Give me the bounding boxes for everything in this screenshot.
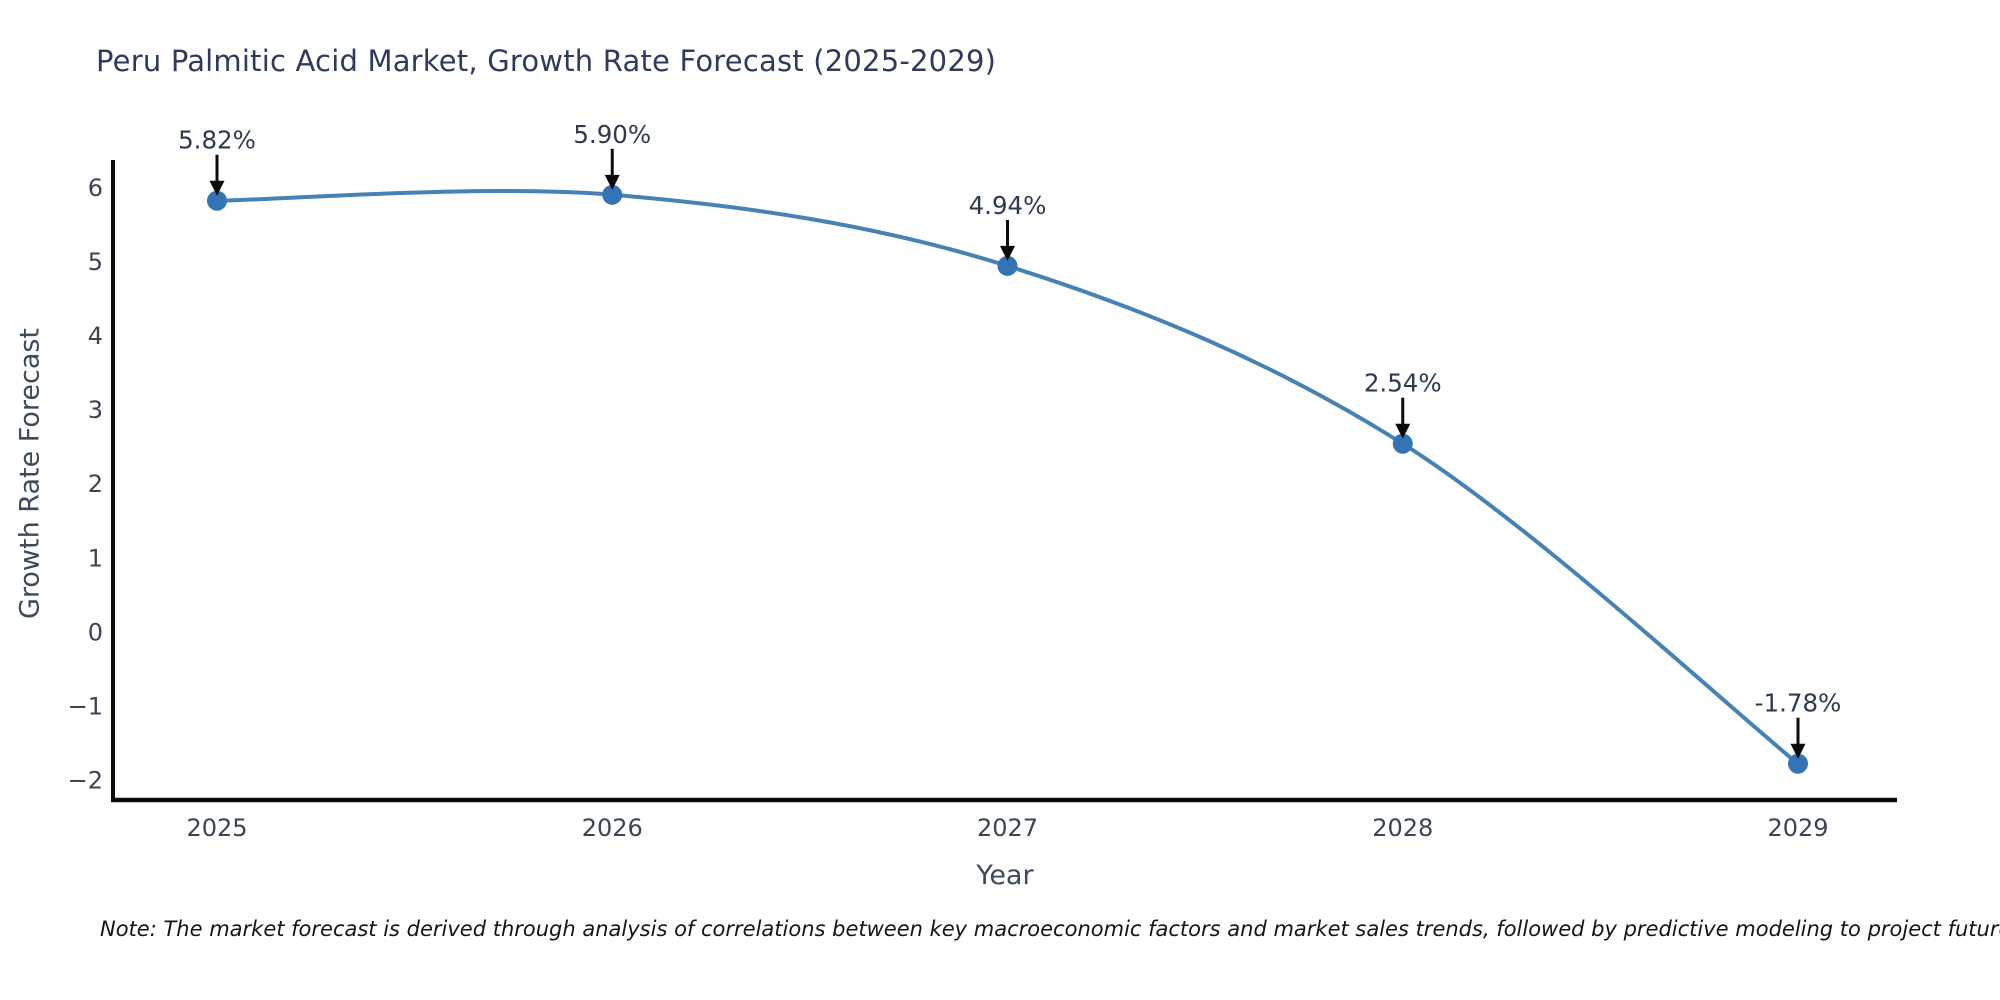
data-point-marker bbox=[602, 184, 623, 205]
y-tick-label: −1 bbox=[68, 692, 103, 720]
y-tick-label: −2 bbox=[68, 767, 103, 795]
x-tick-label: 2026 bbox=[582, 814, 643, 842]
y-tick-label: 4 bbox=[88, 322, 103, 350]
y-axis-title: Growth Rate Forecast bbox=[14, 327, 46, 620]
annotation-label: 5.90% bbox=[573, 120, 651, 149]
annotation-label: 2.54% bbox=[1364, 369, 1442, 398]
x-tick-label: 2029 bbox=[1767, 814, 1828, 842]
annotation-arrow-head bbox=[209, 180, 225, 196]
annotation-arrow-head bbox=[604, 174, 620, 190]
y-tick-label: 1 bbox=[88, 544, 103, 572]
annotation-label: 4.94% bbox=[969, 191, 1047, 220]
y-tick-label: 2 bbox=[88, 470, 103, 498]
footnote: Note: The market forecast is derived thr… bbox=[100, 917, 2000, 941]
annotation-arrow-head bbox=[1790, 743, 1806, 759]
trend-line bbox=[215, 189, 1800, 766]
data-point-marker bbox=[1788, 753, 1808, 774]
annotation-label: -1.78% bbox=[1755, 689, 1842, 718]
x-tick-label: 2028 bbox=[1372, 814, 1433, 842]
x-tick-label: 2025 bbox=[186, 814, 247, 842]
annotation-arrow-head bbox=[1395, 423, 1411, 439]
annotation-arrow-head bbox=[1000, 245, 1015, 261]
chart-title: Peru Palmitic Acid Market, Growth Rate F… bbox=[96, 44, 997, 78]
data-point-marker bbox=[207, 190, 227, 211]
data-point-marker bbox=[997, 255, 1018, 276]
y-tick-label: 0 bbox=[88, 618, 103, 646]
x-tick-label: 2027 bbox=[977, 814, 1038, 842]
data-point-marker bbox=[1392, 433, 1413, 454]
y-tick-label: 3 bbox=[88, 396, 103, 424]
x-axis-title: Year bbox=[976, 860, 1034, 891]
y-tick-label: 5 bbox=[88, 248, 103, 276]
annotation-label: 5.82% bbox=[178, 126, 256, 155]
y-tick-label: 6 bbox=[88, 174, 103, 202]
